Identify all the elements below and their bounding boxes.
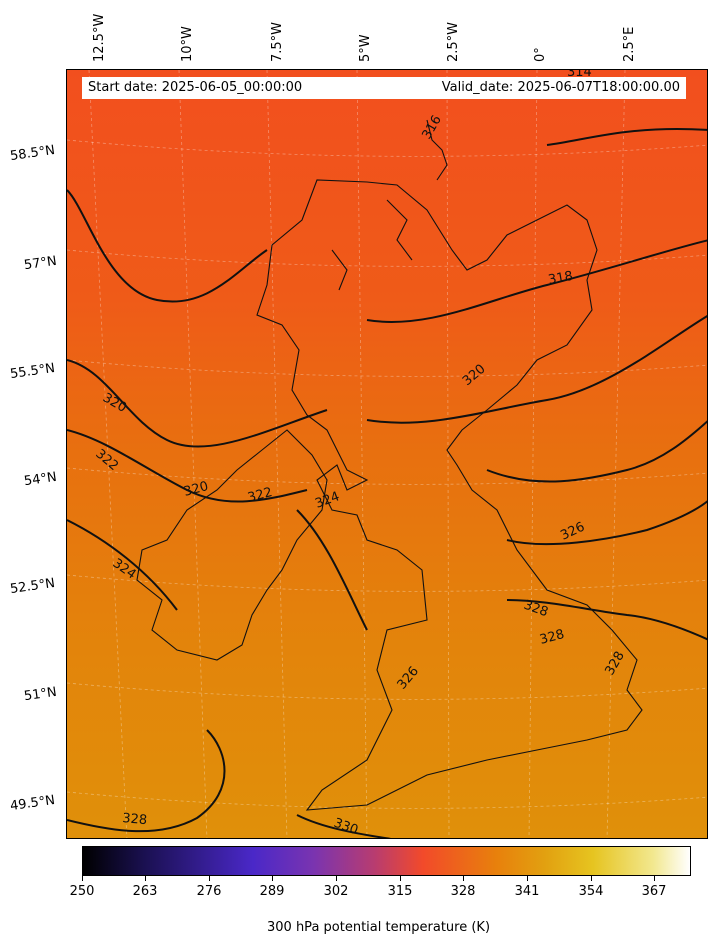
lon-label-0: 0° xyxy=(533,47,548,62)
colorbar-tick-label: 354 xyxy=(578,884,604,899)
lon-label-7.5w: 7.5°W xyxy=(270,21,285,62)
lat-label-49.5n: 49.5°N xyxy=(9,792,56,815)
colorbar-tick-label: 250 xyxy=(69,884,95,899)
map-canvas: 314 316 318 320 320 322 322 320 324 324 … xyxy=(67,70,707,838)
contour-label: 328 xyxy=(522,598,550,621)
lat-label-51n: 51°N xyxy=(23,684,58,705)
contour-label: 328 xyxy=(602,649,627,678)
colorbar-tick xyxy=(654,876,655,881)
graticule xyxy=(67,70,707,838)
lat-label-52.5n: 52.5°N xyxy=(9,575,56,598)
colorbar-tick-label: 341 xyxy=(514,884,540,899)
colorbar-tick xyxy=(591,876,592,881)
lat-label-54n: 54°N xyxy=(23,469,58,490)
contour-label: 320 xyxy=(182,479,210,500)
contour-label: 320 xyxy=(100,390,129,415)
colorbar-tick xyxy=(463,876,464,881)
colorbar-tick-label: 263 xyxy=(132,884,158,899)
colorbar-title: 300 hPa potential temperature (K) xyxy=(267,920,491,935)
start-date-label: Start date: 2025-06-05_00:00:00 xyxy=(88,80,303,95)
colorbar-tick-label: 302 xyxy=(323,884,349,899)
colorbar-tick xyxy=(145,876,146,881)
contour-label: 316 xyxy=(419,113,444,142)
contour-label: 322 xyxy=(246,485,274,506)
lon-label-10w: 10°W xyxy=(180,26,195,62)
coastlines xyxy=(136,119,643,811)
contour-label: 328 xyxy=(122,811,148,828)
colorbar-tick xyxy=(209,876,210,881)
map-panel[interactable]: 314 316 318 320 320 322 322 320 324 324 … xyxy=(66,69,708,839)
lon-label-5w: 5°W xyxy=(358,34,373,62)
lon-label-2.5e: 2.5°E xyxy=(622,26,637,62)
colorbar-tick xyxy=(272,876,273,881)
contour-label: 318 xyxy=(547,269,574,288)
contour-label: 328 xyxy=(538,627,566,648)
contour-labels: 314 316 318 320 320 322 322 320 324 324 … xyxy=(92,70,627,838)
lat-label-58.5n: 58.5°N xyxy=(9,142,56,165)
lon-label-2.5w: 2.5°W xyxy=(446,21,461,62)
colorbar-tick-label: 315 xyxy=(387,884,413,899)
contour-label: 324 xyxy=(313,489,341,512)
contour-label: 314 xyxy=(567,70,592,80)
colorbar-tick-label: 367 xyxy=(641,884,667,899)
valid-date-box: Valid_date: 2025-06-07T18:00:00.00 xyxy=(441,77,686,99)
lat-label-55.5n: 55.5°N xyxy=(9,360,56,383)
contour-label: 326 xyxy=(395,664,422,693)
colorbar-tick xyxy=(400,876,401,881)
colorbar-tick-label: 276 xyxy=(196,884,222,899)
lon-label-12.5w: 12.5°W xyxy=(92,13,107,62)
contour-label: 320 xyxy=(460,362,489,389)
colorbar-tick-label: 289 xyxy=(259,884,285,899)
contours xyxy=(67,128,707,838)
colorbar-tick xyxy=(527,876,528,881)
colorbar-tick xyxy=(82,876,83,881)
contour-label: 324 xyxy=(110,556,139,583)
colorbar-tick-label: 328 xyxy=(450,884,476,899)
contour-label: 326 xyxy=(558,520,587,544)
contour-label: 330 xyxy=(332,816,360,839)
lat-label-57n: 57°N xyxy=(23,253,58,274)
colorbar-tick xyxy=(336,876,337,881)
valid-date-label: Valid_date: 2025-06-07T18:00:00.00 xyxy=(441,80,680,95)
colorbar xyxy=(82,846,691,876)
